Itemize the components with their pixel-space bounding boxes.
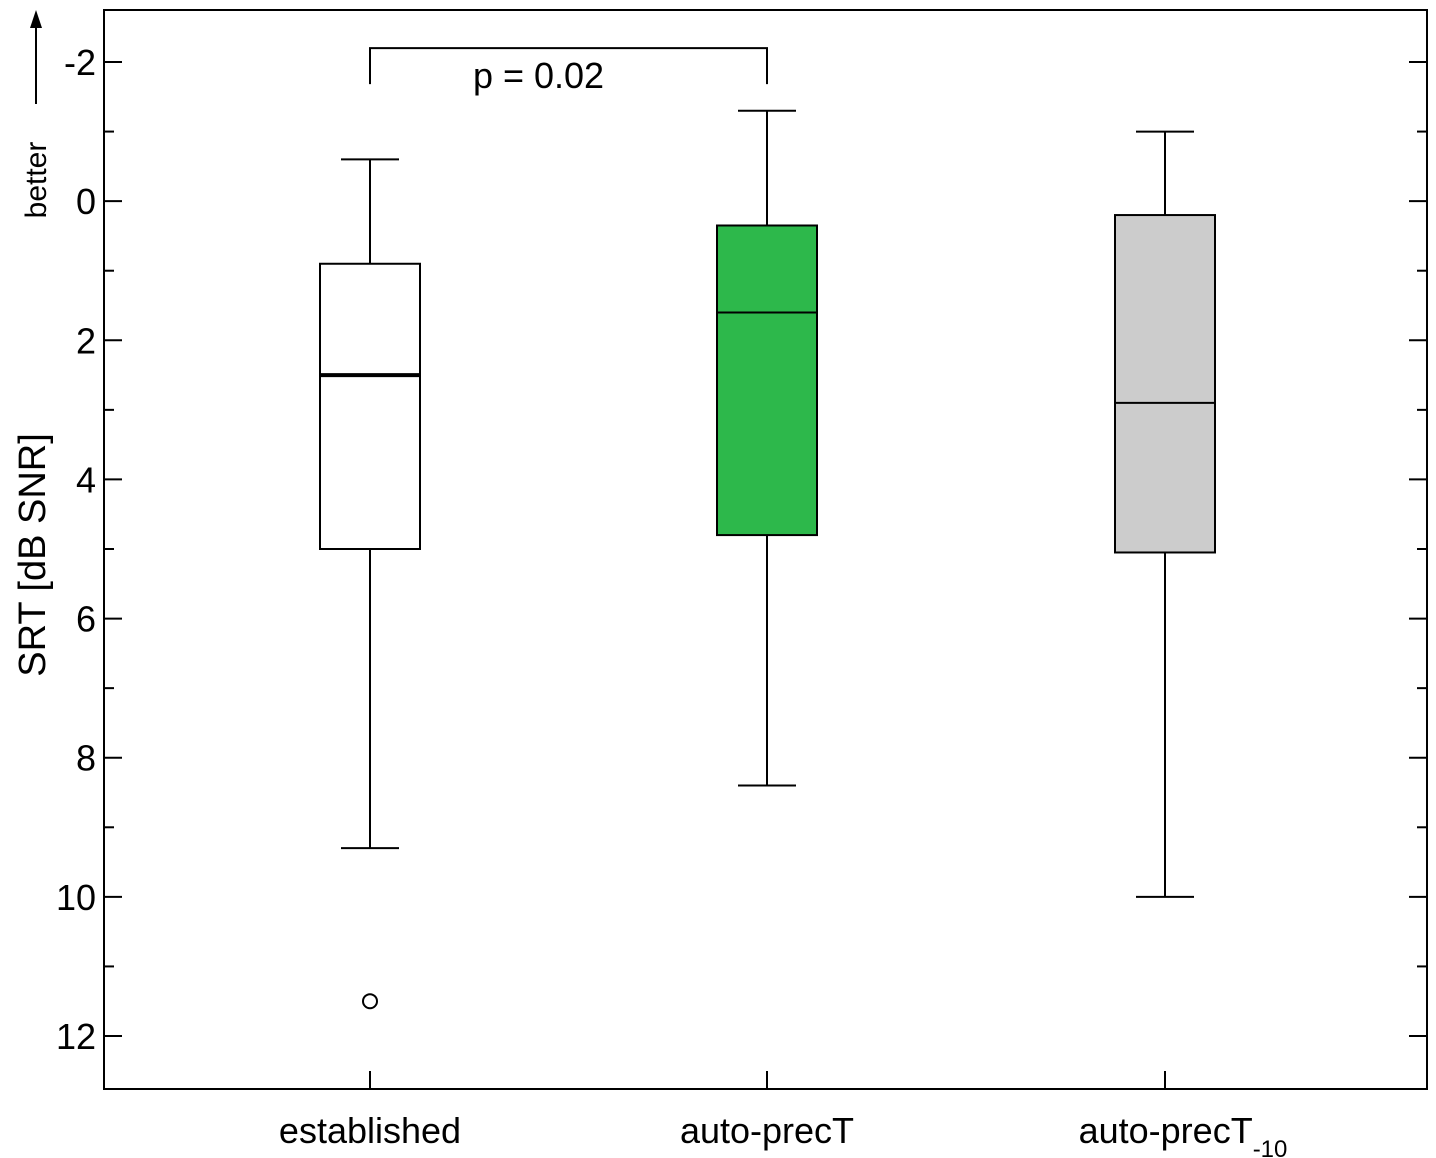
significance-bracket: p = 0.02	[369, 47, 768, 96]
x-tick-label-subscript: -10	[1253, 1136, 1288, 1158]
x-tick-label-main: auto-precT	[680, 1110, 854, 1151]
x-tick-label: auto-precT	[680, 1110, 854, 1151]
y-tick-label: 2	[76, 320, 96, 361]
better-direction-label: better	[20, 142, 53, 219]
box-1	[319, 158, 421, 1010]
y-tick-label: 6	[76, 599, 96, 640]
box-3	[1114, 130, 1216, 898]
better-arrow-head	[30, 10, 42, 28]
y-tick-label: 10	[56, 877, 96, 918]
box-iqr	[716, 224, 818, 537]
x-tick-label-main: auto-precT	[1079, 1110, 1253, 1151]
y-tick-label: -2	[64, 42, 96, 83]
bracket-line	[369, 47, 768, 85]
p-value-label: p = 0.02	[473, 55, 604, 96]
y-axis-title: SRT [dB SNR]	[12, 433, 54, 677]
y-tick-label: 0	[76, 181, 96, 222]
box-iqr	[319, 262, 421, 550]
boxes-layer	[319, 109, 1216, 1010]
x-tick-label: auto-precT-10	[1079, 1110, 1288, 1158]
y-tick-label: 4	[76, 459, 96, 500]
y-tick-label: 8	[76, 738, 96, 779]
plot-frame	[103, 9, 1428, 1090]
axes-layer	[30, 9, 1428, 1090]
x-tick-label-main: established	[279, 1110, 461, 1151]
box-2	[716, 109, 818, 787]
x-tick-label: established	[279, 1110, 461, 1151]
outlier-point	[362, 993, 378, 1010]
annotation-layer: p = 0.02	[369, 47, 768, 96]
box-iqr	[1114, 214, 1216, 554]
y-tick-label: 12	[56, 1016, 96, 1057]
